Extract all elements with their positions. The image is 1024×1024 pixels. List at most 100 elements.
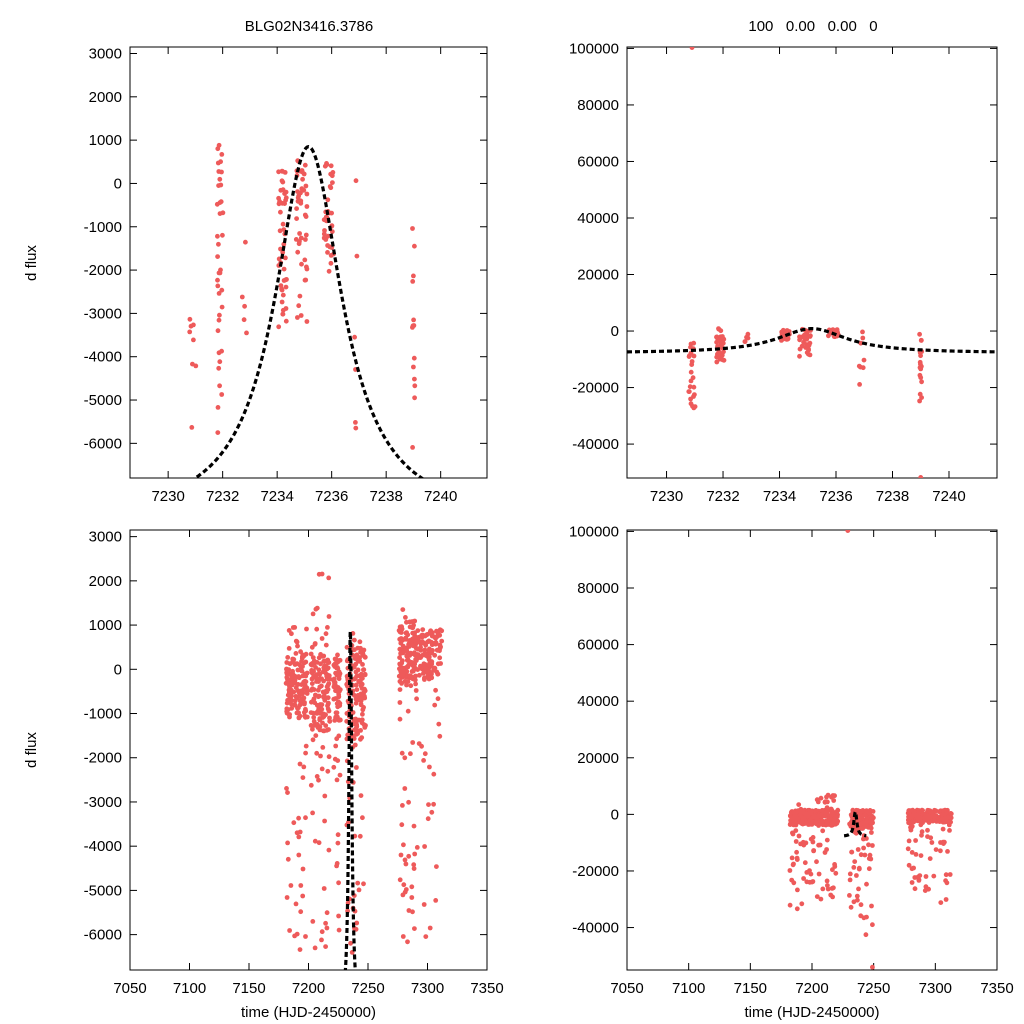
data-point [315,722,320,727]
data-point [296,834,302,840]
y-tick-label: 1000 [89,617,122,634]
data-point [909,850,915,855]
data-point [324,925,330,931]
data-point [407,653,413,658]
data-point [852,859,858,864]
data-point [278,209,283,215]
data-point [437,655,443,661]
data-point [938,900,944,905]
data-point [947,872,953,877]
data-point [714,354,720,360]
data-point [336,880,341,886]
x-tick-label: 7050 [610,980,643,997]
data-point [915,817,920,823]
data-point [325,768,331,774]
data-point [359,671,364,677]
x-tick-label: 7050 [113,980,146,997]
data-point [300,866,306,872]
data-point [313,606,319,612]
data-point [289,705,295,711]
data-point [402,636,408,642]
data-point [791,820,797,826]
data-point [352,727,357,733]
data-point [719,351,725,356]
data-point [912,886,918,892]
data-point [332,756,338,762]
data-point [801,339,806,345]
data-point [353,178,359,184]
data-point [317,693,322,699]
data-point [311,673,316,679]
data-point [397,636,403,642]
data-point [854,873,859,878]
data-point [917,391,923,397]
data-point [915,874,921,880]
data-point [417,672,422,678]
x-tick-label: 7232 [706,488,739,505]
data-point [301,660,307,666]
data-points [787,530,954,970]
data-point [323,944,328,949]
data-point [793,828,799,833]
data-point [438,661,443,666]
data-point [337,772,343,778]
data-point [291,689,297,695]
data-point [936,809,942,815]
x-tick-label: 7230 [650,488,683,505]
data-point [434,864,439,869]
data-point [361,722,367,727]
data-point [835,818,840,824]
data-point [326,727,331,732]
data-point [861,836,866,842]
data-point [358,793,364,798]
data-point [936,817,942,823]
data-point [819,819,825,825]
data-point [285,840,290,846]
data-point [326,681,332,686]
data-point [856,886,861,892]
data-point [304,266,310,272]
data-point [912,812,918,817]
data-point [352,656,358,661]
data-point [431,641,437,646]
data-point [296,303,302,309]
data-point [862,812,868,818]
data-point [820,886,826,892]
x-tick-label: 7234 [260,488,293,505]
data-point [296,193,302,199]
data-point [869,830,874,835]
data-point [396,673,402,679]
data-point [312,700,318,706]
data-point [320,745,326,750]
data-point [814,859,819,865]
data-point [336,676,342,682]
data-point [321,659,327,664]
x-tick-label: 7150 [232,980,265,997]
data-point [822,850,828,855]
x-tick-label: 7238 [876,488,909,505]
data-point [916,809,921,815]
data-point [411,317,416,323]
data-point [216,365,222,371]
data-point [360,711,365,717]
data-point [285,790,290,795]
data-point [348,940,353,946]
data-point [421,902,427,907]
data-point [411,862,417,868]
data-point [824,822,829,828]
data-point [398,640,404,646]
data-point [311,710,316,716]
data-point [321,235,327,241]
data-point [353,682,359,688]
data-point [331,696,337,702]
data-point [813,821,819,827]
data-point [286,646,292,651]
data-point [329,210,334,216]
data-point [216,169,222,174]
data-point [311,719,317,724]
data-point [789,877,795,883]
data-point [302,212,308,218]
data-point [296,852,302,858]
y-tick-label: -3000 [84,305,122,322]
data-point [691,384,697,390]
